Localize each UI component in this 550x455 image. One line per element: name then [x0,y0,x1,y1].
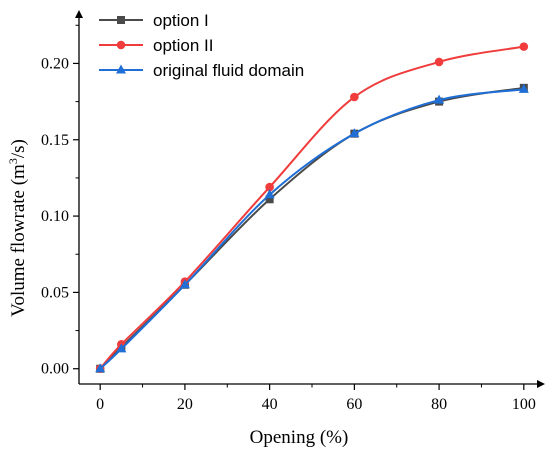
data-point [519,42,529,51]
data-point [264,189,275,199]
data-point [434,57,444,67]
data-point [518,83,529,93]
ticks: 0 20 40 60 80 100 0.00 0.05 0.10 0.15 0.20 [41,24,536,413]
data-point [265,182,274,192]
data-point [116,343,127,353]
series-3 [95,83,529,373]
legend-entry: option II [99,36,214,55]
y-axis-label-tail: /s) [8,139,29,158]
x-tick-label: 80 [431,396,447,413]
y-axis-label-main: Volume flowrate (m [8,164,29,317]
x-tick-label: 100 [512,396,536,413]
data-point [350,92,359,102]
legend-marker [116,64,126,74]
y-tick-label: 0.20 [41,55,69,72]
legend-label: option I [153,11,209,30]
data-point [434,94,445,104]
y-axis-label-superscript: 3 [6,158,20,164]
x-tick-label: 0 [96,396,104,413]
legend-label: original fluid domain [153,61,304,80]
legend: option I option II original fluid domain [99,11,304,80]
x-tick-label: 20 [177,396,193,413]
legend-marker [117,16,125,24]
y-tick-label: 0.00 [41,361,69,378]
y-tick-label: 0.05 [41,284,69,301]
series-group [95,42,529,374]
data-point [179,279,190,289]
x-axis-label: Opening (%) [250,427,349,448]
x-tick-label: 60 [346,396,362,413]
y-tick-label: 0.15 [41,132,69,149]
data-point [95,363,106,373]
legend-entry: original fluid domain [99,61,304,80]
axes [75,10,545,388]
x-axis-arrow [537,380,545,388]
series-2 [95,42,529,374]
legend-label: option II [153,36,214,55]
legend-entry: option I [99,11,209,30]
y-axis-label: Volume flowrate (m3/s) [6,139,29,317]
series-1 [96,83,528,373]
series-line [99,88,524,370]
x-tick-label: 40 [262,396,278,413]
y-tick-label: 0.10 [41,208,69,225]
legend-marker [116,40,126,50]
data-point [265,195,274,204]
data-point [349,128,360,138]
series-line [99,86,524,370]
y-axis-arrow [75,10,83,18]
